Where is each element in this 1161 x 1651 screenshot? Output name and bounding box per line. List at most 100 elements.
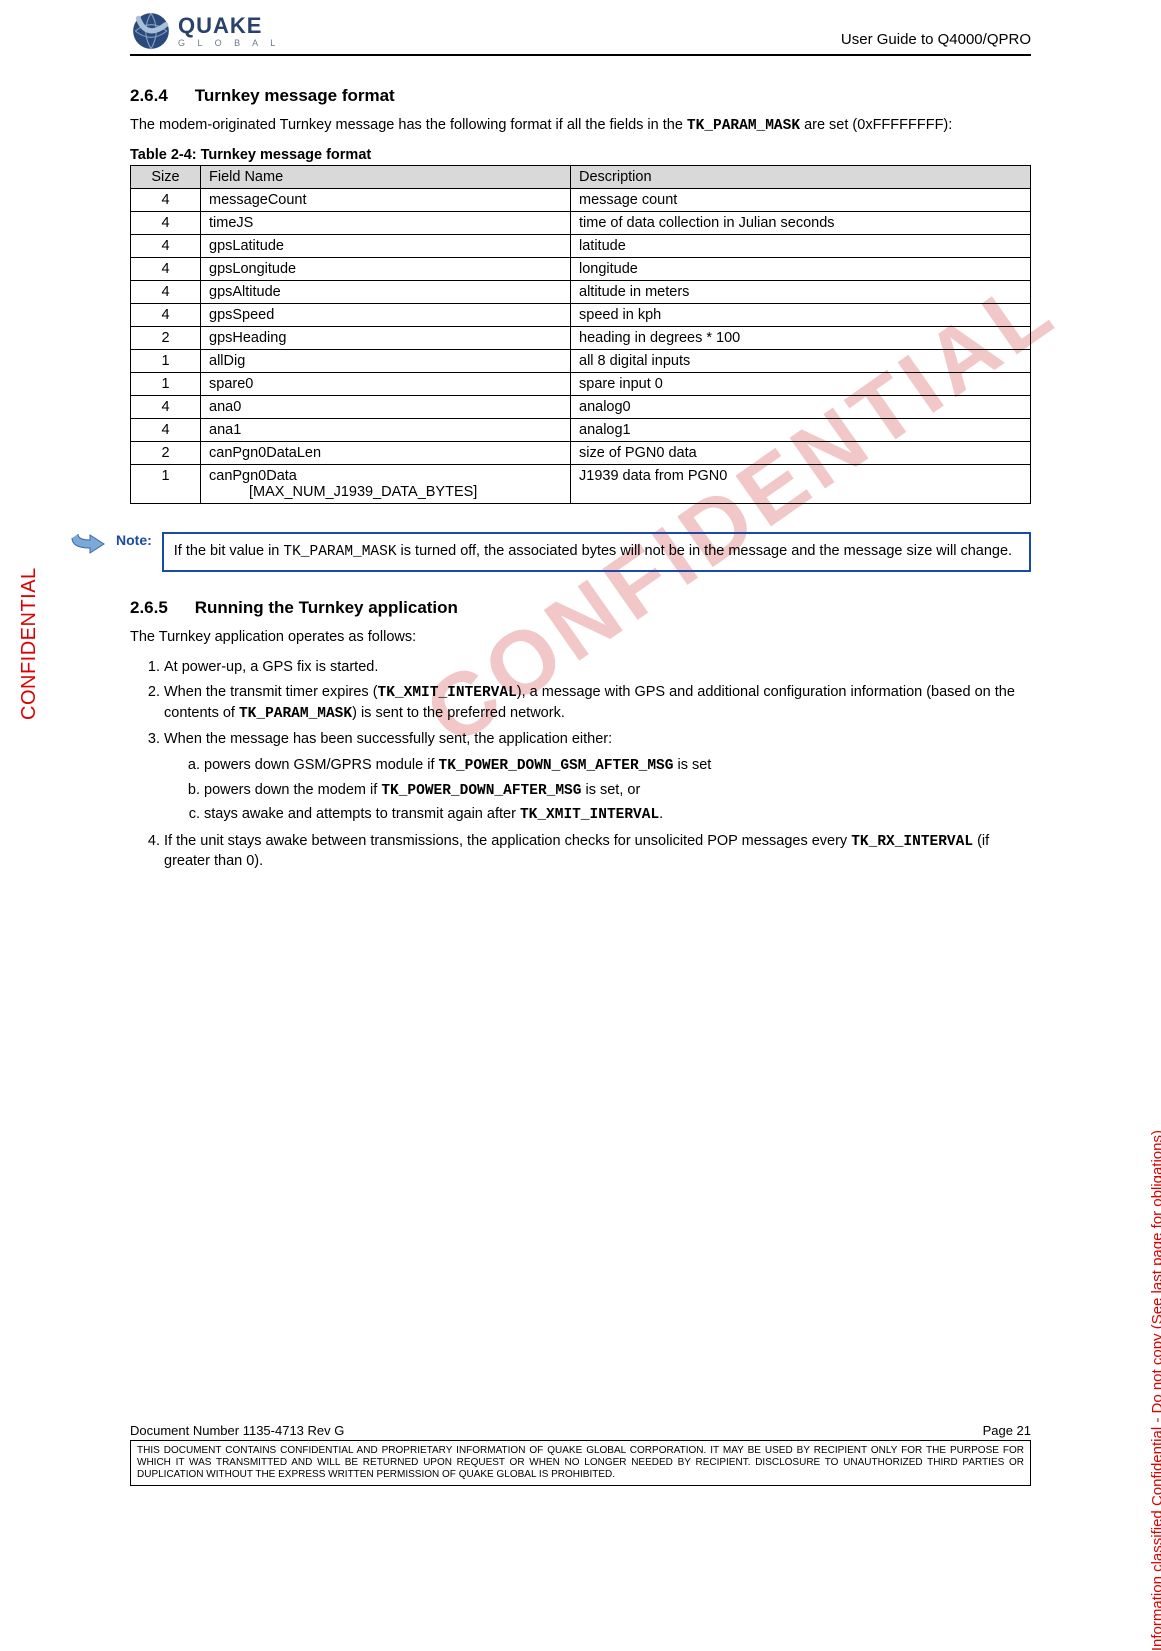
table-row: 4ana1analog1 xyxy=(131,418,1031,441)
cell-size: 4 xyxy=(131,211,201,234)
table-row: 4messageCountmessage count xyxy=(131,188,1031,211)
cell-desc: time of data collection in Julian second… xyxy=(571,211,1031,234)
cell-field: gpsLongitude xyxy=(201,257,571,280)
li3b-code: TK_POWER_DOWN_AFTER_MSG xyxy=(381,783,581,799)
list-item: If the unit stays awake between transmis… xyxy=(164,832,1031,872)
table-row: 2canPgn0DataLensize of PGN0 data xyxy=(131,441,1031,464)
section-265-num: 2.6.5 xyxy=(130,598,190,618)
th-field: Field Name xyxy=(201,165,571,188)
cell-desc: latitude xyxy=(571,234,1031,257)
section-264-title: Turnkey message format xyxy=(195,86,395,105)
turnkey-table: Size Field Name Description 4messageCoun… xyxy=(130,165,1031,504)
table-row: 2gpsHeadingheading in degrees * 100 xyxy=(131,326,1031,349)
cell-desc: speed in kph xyxy=(571,303,1031,326)
arrow-icon xyxy=(70,532,106,554)
li3b-b: is set, or xyxy=(581,782,640,798)
footer-doc-number: Document Number 1135-4713 Rev G xyxy=(130,1423,344,1438)
footer: Document Number 1135-4713 Rev G Page 21 … xyxy=(130,1423,1031,1486)
list-item: When the transmit timer expires (TK_XMIT… xyxy=(164,683,1031,724)
li3c-b: . xyxy=(659,806,663,822)
cell-field: messageCount xyxy=(201,188,571,211)
cell-desc: all 8 digital inputs xyxy=(571,349,1031,372)
cell-size: 1 xyxy=(131,372,201,395)
cell-field: gpsAltitude xyxy=(201,280,571,303)
cell-desc: analog1 xyxy=(571,418,1031,441)
table-caption: Table 2-4: Turnkey message format xyxy=(130,147,1031,163)
cell-size: 1 xyxy=(131,464,201,503)
note-code: TK_PARAM_MASK xyxy=(283,544,396,560)
sub-list: powers down GSM/GPRS module if TK_POWER_… xyxy=(204,756,1031,826)
table-row: 4gpsLatitudelatitude xyxy=(131,234,1031,257)
logo: QUAKE G L O B A L xyxy=(130,10,280,52)
section-264-num: 2.6.4 xyxy=(130,86,190,106)
section-264-intro: The modem-originated Turnkey message has… xyxy=(130,116,1031,137)
list-item: When the message has been successfully s… xyxy=(164,730,1031,825)
table-row: 4timeJStime of data collection in Julian… xyxy=(131,211,1031,234)
cell-size: 4 xyxy=(131,188,201,211)
table-row: 1allDigall 8 digital inputs xyxy=(131,349,1031,372)
cell-field: allDig xyxy=(201,349,571,372)
li3c-code: TK_XMIT_INTERVAL xyxy=(520,807,659,823)
li3-text: When the message has been successfully s… xyxy=(164,731,612,747)
cell-desc: message count xyxy=(571,188,1031,211)
li3c-a: stays awake and attempts to transmit aga… xyxy=(204,806,520,822)
globe-icon xyxy=(130,10,172,52)
list-item: stays awake and attempts to transmit aga… xyxy=(204,805,1031,826)
table-row: 1canPgn0Data[MAX_NUM_J1939_DATA_BYTES]J1… xyxy=(131,464,1031,503)
cell-size: 2 xyxy=(131,441,201,464)
cell-field: spare0 xyxy=(201,372,571,395)
li3a-b: is set xyxy=(673,757,711,773)
li2-code2: TK_PARAM_MASK xyxy=(239,706,352,722)
table-row: 1spare0spare input 0 xyxy=(131,372,1031,395)
table-row: 4gpsAltitudealtitude in meters xyxy=(131,280,1031,303)
side-label-confidential: CONFIDENTIAL xyxy=(18,567,41,720)
li4-a: If the unit stays awake between transmis… xyxy=(164,833,851,849)
th-desc: Description xyxy=(571,165,1031,188)
cell-size: 1 xyxy=(131,349,201,372)
note-label: Note: xyxy=(116,532,152,548)
section-265-heading: 2.6.5 Running the Turnkey application xyxy=(130,598,1031,618)
table-row: 4ana0analog0 xyxy=(131,395,1031,418)
cell-size: 4 xyxy=(131,395,201,418)
cell-size: 4 xyxy=(131,280,201,303)
note-text-b: is turned off, the associated bytes will… xyxy=(397,543,1013,559)
cell-desc: analog0 xyxy=(571,395,1031,418)
li3a-code: TK_POWER_DOWN_GSM_AFTER_MSG xyxy=(439,758,674,774)
table-row: 4gpsSpeedspeed in kph xyxy=(131,303,1031,326)
cell-field: gpsLatitude xyxy=(201,234,571,257)
cell-field: canPgn0Data[MAX_NUM_J1939_DATA_BYTES] xyxy=(201,464,571,503)
cell-field: ana0 xyxy=(201,395,571,418)
intro-text-a: The modem-originated Turnkey message has… xyxy=(130,117,687,133)
intro-text-b: are set (0xFFFFFFFF): xyxy=(800,117,952,133)
section-265-intro: The Turnkey application operates as foll… xyxy=(130,628,1031,648)
cell-desc: J1939 data from PGN0 xyxy=(571,464,1031,503)
cell-field: gpsHeading xyxy=(201,326,571,349)
li2-a: When the transmit timer expires ( xyxy=(164,684,378,700)
page-header: QUAKE G L O B A L User Guide to Q4000/QP… xyxy=(130,10,1031,56)
cell-desc: size of PGN0 data xyxy=(571,441,1031,464)
logo-sub-text: G L O B A L xyxy=(178,39,280,48)
li2-code1: TK_XMIT_INTERVAL xyxy=(378,685,517,701)
side-label-info: Information classified Confidential - Do… xyxy=(1149,1130,1161,1651)
note-box: If the bit value in TK_PARAM_MASK is tur… xyxy=(162,532,1031,573)
cell-size: 2 xyxy=(131,326,201,349)
li3b-a: powers down the modem if xyxy=(204,782,381,798)
run-list: At power-up, a GPS fix is started. When … xyxy=(164,658,1031,872)
intro-code: TK_PARAM_MASK xyxy=(687,118,800,134)
note-block: Note: If the bit value in TK_PARAM_MASK … xyxy=(70,532,1031,573)
cell-desc: heading in degrees * 100 xyxy=(571,326,1031,349)
cell-desc: longitude xyxy=(571,257,1031,280)
cell-field: timeJS xyxy=(201,211,571,234)
cell-field: ana1 xyxy=(201,418,571,441)
li4-code: TK_RX_INTERVAL xyxy=(851,834,973,850)
header-doc-title: User Guide to Q4000/QPRO xyxy=(841,31,1031,48)
cell-size: 4 xyxy=(131,257,201,280)
footer-page-number: Page 21 xyxy=(983,1423,1031,1438)
cell-size: 4 xyxy=(131,418,201,441)
cell-field: gpsSpeed xyxy=(201,303,571,326)
list-item: powers down the modem if TK_POWER_DOWN_A… xyxy=(204,781,1031,802)
li2-c: ) is sent to the preferred network. xyxy=(352,705,565,721)
section-265-title: Running the Turnkey application xyxy=(195,598,458,617)
th-size: Size xyxy=(131,165,201,188)
footer-legal: THIS DOCUMENT CONTAINS CONFIDENTIAL AND … xyxy=(130,1441,1031,1486)
